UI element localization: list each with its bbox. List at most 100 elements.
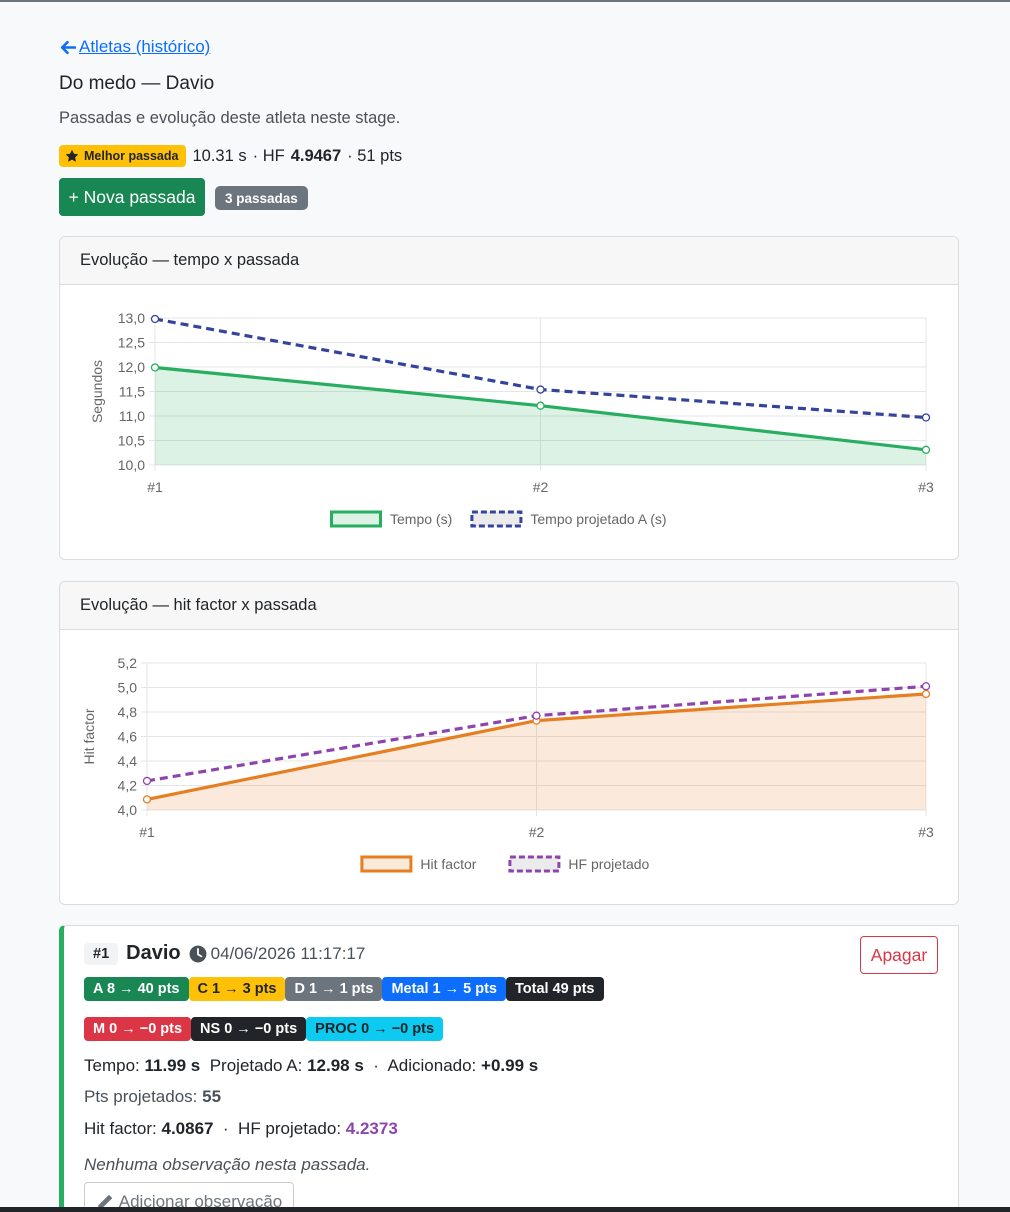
- legend-label[interactable]: Tempo (s): [390, 511, 452, 527]
- best-hf-label: · HF: [252, 146, 285, 165]
- legend-swatch[interactable]: [360, 855, 413, 873]
- clock-icon: [189, 945, 207, 962]
- y-tick-label: 10,0: [118, 457, 145, 473]
- data-point: [921, 682, 931, 691]
- best-pass-badge: Melhor passada: [59, 145, 187, 167]
- top-border: [0, 0, 1010, 2]
- pass-entry-card: #1 Davio 04/06/2026 11:17:17 Apagar A 8 …: [59, 925, 959, 1212]
- legend-swatch[interactable]: [508, 855, 561, 873]
- legend-swatch[interactable]: [330, 510, 382, 528]
- page-subtitle: Passadas e evolução deste atleta neste s…: [59, 109, 401, 127]
- delete-button[interactable]: Apagar: [860, 936, 938, 974]
- data-point: [921, 689, 931, 699]
- hit-factor-stats: Hit factor: 4.0867 · HF projetado: 4.237…: [84, 1119, 398, 1138]
- grid: [141, 662, 927, 816]
- data-point: [142, 776, 152, 786]
- projected-value: 12.98 s: [307, 1056, 364, 1075]
- hit-factor-label: Hit factor:: [84, 1119, 157, 1138]
- score-pill: D 1 → 1 pts: [285, 977, 383, 1001]
- best-time: 10.31 s: [192, 146, 247, 165]
- projected-points-value: 55: [202, 1087, 222, 1106]
- x-tick-label: #2: [529, 824, 545, 840]
- data-point: [921, 413, 931, 422]
- y-tick-label: 12,0: [118, 359, 145, 375]
- score-pill: C 1 → 3 pts: [188, 977, 286, 1001]
- hf-chart-title: Evolução — hit factor x passada: [60, 582, 958, 630]
- data-point: [536, 401, 545, 410]
- add-observation-label[interactable]: Adicionar observação: [118, 1192, 283, 1211]
- data-point: [532, 711, 541, 720]
- score-pill: Metal 1 → 5 pts: [382, 977, 506, 1001]
- pass-datetime-label: 04/06/2026 11:17:17: [210, 943, 366, 963]
- arrow-left-icon: [60, 40, 76, 54]
- hf-chart-card: Evolução — hit factor x passada 5,2 5,0 4,…: [59, 581, 959, 905]
- penalty-pill: M 0 → −0 pts: [84, 1017, 192, 1041]
- y-tick-label: 5,2: [118, 655, 138, 671]
- legend-label[interactable]: Hit factor: [420, 856, 476, 872]
- penalty-pills-row: M 0 → −0 pts NS 0 → −0 pts PROC 0 → −0 pts: [84, 1017, 444, 1041]
- best-hf-value: 4.9467: [290, 146, 342, 165]
- data-point: [142, 795, 152, 804]
- new-pass-button[interactable]: + Nova passada: [59, 178, 205, 216]
- projected-points: Pts projetados: 55: [84, 1087, 221, 1107]
- pass-number-badge: #1: [84, 942, 119, 965]
- pencil-icon: [98, 1194, 113, 1209]
- pass-datetime: 04/06/2026 11:17:17: [189, 943, 366, 964]
- star-icon: [65, 149, 79, 162]
- added-label: Adicionado:: [387, 1056, 477, 1075]
- penalty-pill: NS 0 → −0 pts: [191, 1017, 307, 1041]
- y-axis-label: Segundos: [89, 360, 105, 423]
- best-pts: · 51 pts: [347, 146, 403, 165]
- projected-label: Projetado A:: [209, 1056, 303, 1075]
- back-link[interactable]: Atletas (histórico): [59, 37, 210, 57]
- pass-entry-header: #1 Davio 04/06/2026 11:17:17: [84, 942, 365, 965]
- hf-projected-label: HF projetado:: [238, 1119, 342, 1138]
- legend-swatch[interactable]: [470, 510, 523, 528]
- x-tick-label: #1: [139, 824, 155, 840]
- x-tick-label: #1: [147, 479, 163, 495]
- time-chart: 13,0 12,5 12,0 11,5 11,0 10,5 10,0#1 #2 #3 Segund…: [89, 310, 934, 528]
- y-tick-label: 4,0: [118, 802, 138, 818]
- x-tick-label: #3: [918, 824, 934, 840]
- data-point: [150, 363, 160, 372]
- y-tick-label: 11,5: [119, 384, 145, 400]
- legend-label[interactable]: HF projetado: [568, 856, 649, 872]
- score-pills-row: A 8 → 40 pts C 1 → 3 pts D 1 → 1 pts Metal …: [84, 977, 604, 1001]
- y-tick-label: 5,0: [118, 680, 138, 696]
- observation-text: Nenhuma observação nesta passada.: [84, 1155, 371, 1174]
- y-tick-label: 4,6: [118, 729, 138, 745]
- hit-factor-value: 4.0867: [161, 1119, 214, 1138]
- added-value: +0.99 s: [481, 1056, 539, 1075]
- pass-count-badge: 3 passadas: [215, 186, 308, 210]
- projected-points-label: Pts projetados:: [84, 1087, 198, 1106]
- penalty-pill: PROC 0 → −0 pts: [306, 1017, 444, 1041]
- bottom-border: [0, 1207, 1010, 1212]
- x-tick-label: #3: [918, 479, 934, 495]
- best-pass-row: Melhor passada 10.31 s · HF 4.9467 · 51 …: [59, 145, 402, 167]
- back-link-label[interactable]: Atletas (histórico): [79, 37, 211, 56]
- chart-legend: Tempo (s) Tempo projetado A (s): [330, 510, 667, 528]
- time-stats: Tempo: 11.99 s Projetado A: 12.98 s · Ad…: [84, 1056, 539, 1075]
- legend-label[interactable]: Tempo projetado A (s): [530, 511, 666, 527]
- score-pill: Total 49 pts: [506, 977, 604, 1001]
- best-pass-badge-label: Melhor passada: [84, 149, 179, 163]
- y-tick-label: 11,0: [119, 408, 145, 424]
- x-tick-label: #2: [533, 479, 549, 495]
- y-tick-label: 4,2: [118, 778, 138, 794]
- hf-projected-value: 4.2373: [345, 1119, 398, 1138]
- y-tick-label: 4,4: [118, 753, 138, 769]
- page-title: Do medo — Davio: [59, 73, 215, 94]
- series-area: [155, 367, 926, 465]
- time-label: Tempo:: [84, 1056, 140, 1075]
- data-point: [921, 445, 931, 454]
- chart-legend: Hit factor HF projetado: [360, 855, 650, 873]
- time-chart-card: Evolução — tempo x passada 13,0 12,5 12,0 1…: [59, 236, 959, 560]
- athlete-name: Davio: [126, 942, 181, 964]
- series-area: [147, 694, 926, 810]
- y-tick-label: 12,5: [118, 335, 145, 351]
- y-tick-label: 13,0: [118, 310, 145, 326]
- data-point: [536, 385, 545, 394]
- score-pill: A 8 → 40 pts: [84, 977, 189, 1001]
- time-value: 11.99 s: [144, 1056, 201, 1075]
